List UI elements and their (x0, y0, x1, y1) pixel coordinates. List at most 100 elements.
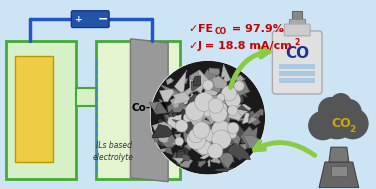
Polygon shape (232, 80, 250, 97)
Polygon shape (174, 70, 187, 92)
Polygon shape (215, 125, 226, 136)
Polygon shape (194, 97, 203, 104)
Bar (289, 19, 305, 25)
Text: Co-NB: Co-NB (131, 103, 167, 113)
Polygon shape (184, 122, 197, 133)
Polygon shape (159, 89, 174, 102)
Bar (6, 41, 76, 179)
Polygon shape (221, 135, 232, 143)
Text: ILs based
electrolyte: ILs based electrolyte (93, 141, 134, 162)
Text: 2: 2 (350, 125, 356, 134)
Circle shape (186, 104, 204, 122)
Circle shape (225, 92, 241, 108)
Polygon shape (176, 150, 187, 166)
Circle shape (195, 92, 214, 112)
Bar (279, 78, 315, 83)
Polygon shape (229, 140, 234, 144)
Polygon shape (227, 141, 250, 161)
Polygon shape (202, 124, 216, 148)
Polygon shape (130, 39, 168, 182)
Circle shape (227, 105, 238, 115)
Polygon shape (172, 143, 178, 145)
Polygon shape (220, 160, 227, 170)
Polygon shape (203, 106, 222, 125)
Text: J = 18.8 mA/cm: J = 18.8 mA/cm (198, 41, 293, 51)
Polygon shape (183, 125, 196, 142)
Polygon shape (235, 104, 251, 117)
Circle shape (201, 124, 210, 132)
Circle shape (175, 137, 183, 146)
Circle shape (193, 115, 202, 124)
FancyBboxPatch shape (71, 11, 109, 27)
Polygon shape (240, 143, 248, 152)
Polygon shape (184, 129, 188, 134)
Circle shape (197, 140, 211, 155)
Polygon shape (174, 134, 183, 147)
Polygon shape (199, 138, 204, 142)
Polygon shape (178, 109, 188, 117)
Polygon shape (189, 75, 205, 88)
Polygon shape (235, 75, 246, 84)
Circle shape (210, 105, 227, 122)
Polygon shape (215, 122, 222, 130)
Polygon shape (171, 124, 191, 133)
Polygon shape (161, 135, 167, 144)
Circle shape (330, 93, 352, 115)
Polygon shape (158, 119, 167, 128)
Polygon shape (214, 130, 232, 149)
Polygon shape (241, 92, 248, 98)
Circle shape (199, 98, 218, 117)
Circle shape (337, 108, 368, 139)
Polygon shape (167, 96, 187, 113)
Text: −: − (97, 13, 108, 26)
Polygon shape (228, 107, 242, 121)
Circle shape (189, 129, 203, 143)
Text: 2: 2 (294, 38, 299, 47)
Polygon shape (195, 76, 203, 87)
Polygon shape (212, 129, 226, 141)
Text: CO: CO (215, 27, 227, 36)
Polygon shape (164, 115, 178, 124)
Polygon shape (172, 119, 194, 130)
Polygon shape (190, 75, 205, 88)
Polygon shape (329, 147, 349, 162)
Text: = 97.9%: = 97.9% (228, 24, 284, 34)
Polygon shape (218, 111, 235, 128)
Circle shape (234, 81, 244, 91)
Polygon shape (240, 126, 258, 147)
Polygon shape (204, 86, 218, 100)
Polygon shape (205, 95, 227, 111)
Polygon shape (181, 145, 192, 156)
Polygon shape (319, 162, 359, 188)
Polygon shape (191, 132, 207, 145)
Text: FE: FE (198, 24, 213, 34)
Polygon shape (187, 108, 207, 128)
Bar (279, 71, 315, 76)
Polygon shape (215, 97, 232, 111)
Text: ✓: ✓ (188, 24, 197, 34)
Polygon shape (197, 143, 213, 149)
Bar (331, 166, 347, 176)
Polygon shape (215, 167, 236, 172)
Polygon shape (173, 92, 192, 105)
Polygon shape (222, 98, 227, 101)
Polygon shape (226, 85, 233, 92)
Polygon shape (219, 153, 234, 169)
Circle shape (176, 120, 188, 132)
Polygon shape (168, 81, 174, 84)
Polygon shape (192, 99, 199, 102)
Polygon shape (158, 147, 170, 152)
Polygon shape (210, 157, 221, 163)
Circle shape (183, 113, 192, 122)
Polygon shape (237, 88, 244, 95)
Polygon shape (223, 120, 231, 127)
Polygon shape (218, 130, 225, 137)
Circle shape (212, 120, 230, 139)
Polygon shape (168, 115, 181, 129)
Circle shape (192, 116, 202, 126)
Polygon shape (205, 115, 211, 126)
Polygon shape (223, 143, 240, 160)
Bar (96, 41, 180, 179)
Polygon shape (152, 124, 173, 138)
Polygon shape (208, 125, 223, 140)
